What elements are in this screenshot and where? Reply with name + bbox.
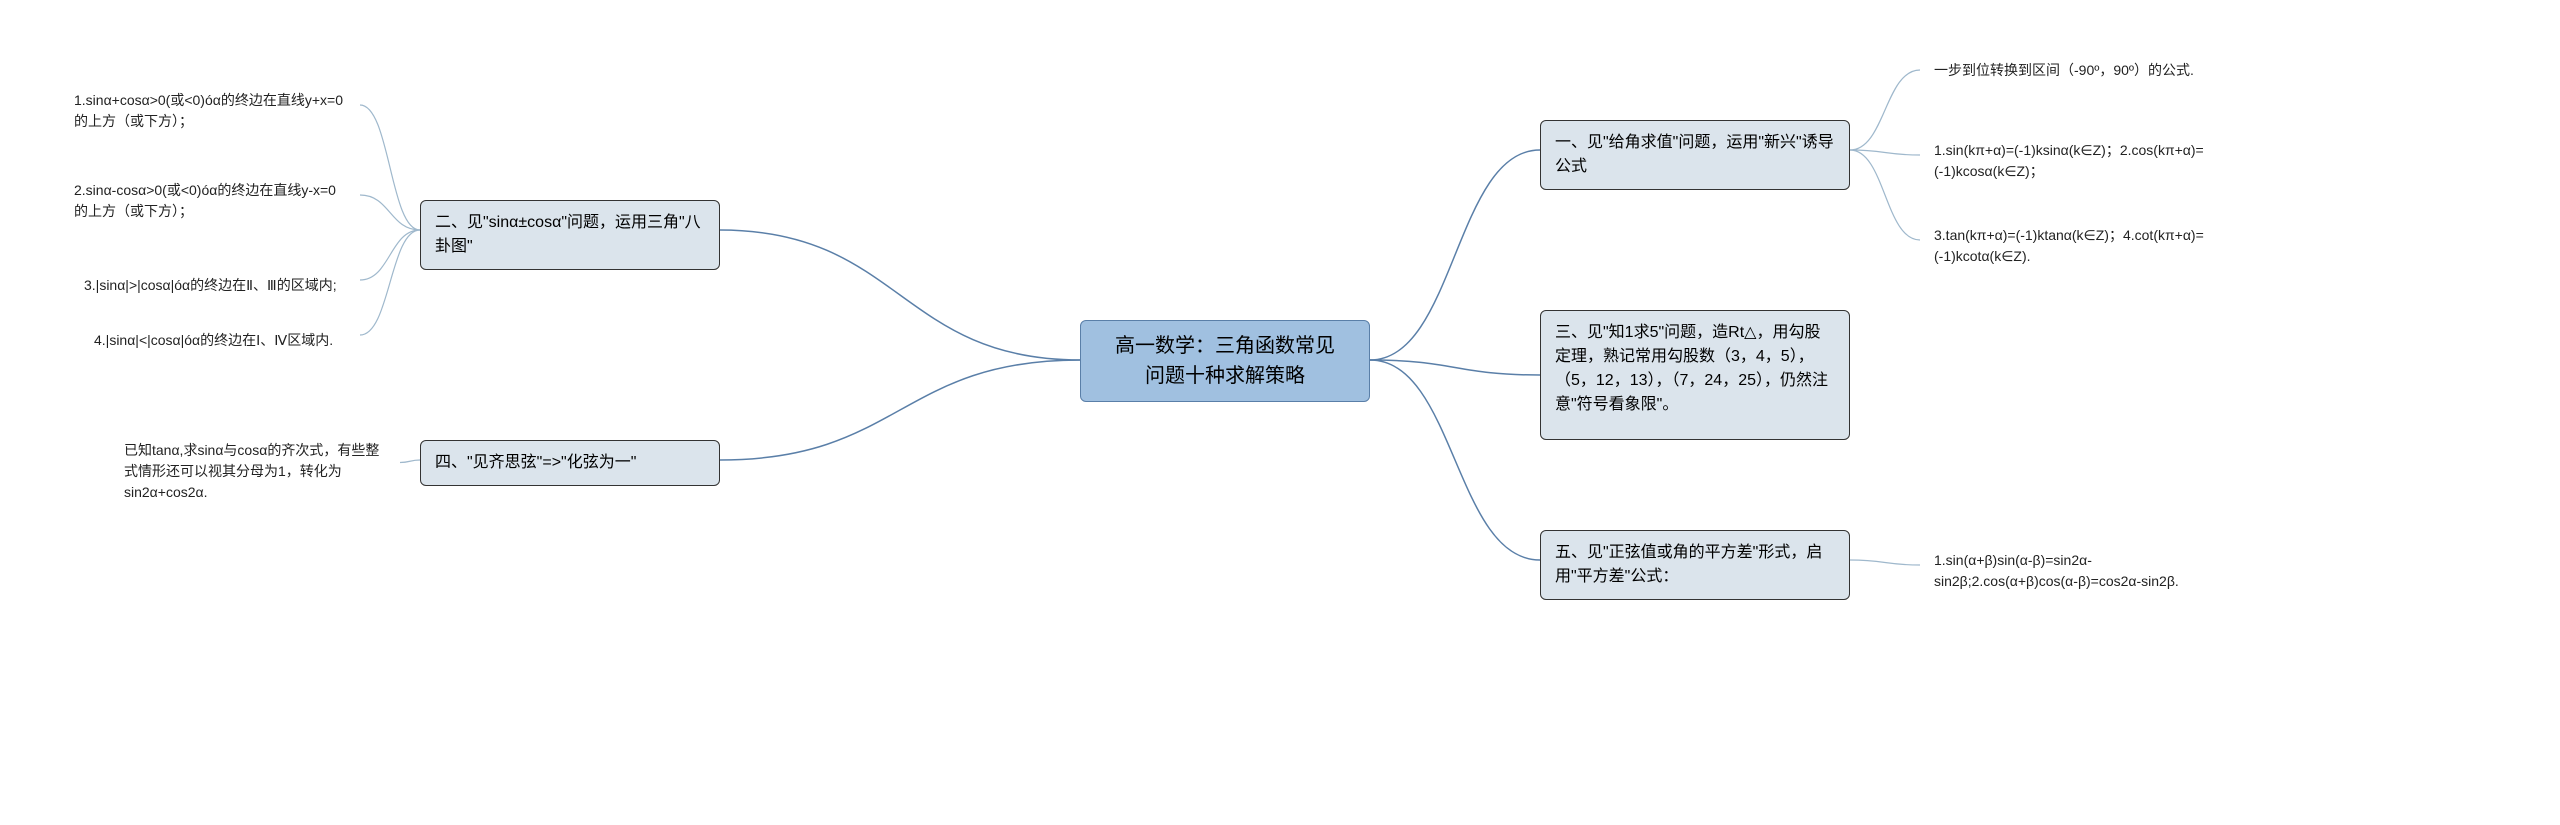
leaf-b5-1: 1.sin(α+β)sin(α-β)=sin2α-sin2β;2.cos(α+β… (1920, 540, 2240, 602)
leaf-b1-3: 3.tan(kπ+α)=(-1)ktanα(k∈Z)；4.cot(kπ+α)=(… (1920, 215, 2240, 277)
root-line1: 高一数学：三角函数常见 (1095, 331, 1355, 361)
root-node[interactable]: 高一数学：三角函数常见 问题十种求解策略 (1080, 320, 1370, 402)
connector-layer (0, 0, 2560, 825)
branch-2[interactable]: 二、见"sinα±cosα"问题，运用三角"八卦图" (420, 200, 720, 270)
leaf-b2-2: 2.sinα-cosα>0(或<0)óα的终边在直线y-x=0的上方（或下方）； (60, 170, 360, 232)
leaf-b4-1: 已知tanα,求sinα与cosα的齐次式，有些整式情形还可以视其分母为1，转化… (110, 430, 400, 513)
leaf-b2-3: 3.|sinα|>|cosα|óα的终边在Ⅱ、Ⅲ的区域内; (70, 265, 360, 306)
leaf-b2-4: 4.|sinα|<|cosα|óα的终边在Ⅰ、Ⅳ区域内. (80, 320, 360, 361)
leaf-b1-1: 一步到位转换到区间（-90º，90º）的公式. (1920, 50, 2240, 91)
branch-1[interactable]: 一、见"给角求值"问题，运用"新兴"诱导公式 (1540, 120, 1850, 190)
leaf-b1-2: 1.sin(kπ+α)=(-1)ksinα(k∈Z)；2.cos(kπ+α)=(… (1920, 130, 2240, 192)
branch-5[interactable]: 五、见"正弦值或角的平方差"形式，启用"平方差"公式： (1540, 530, 1850, 600)
leaf-b2-1: 1.sinα+cosα>0(或<0)óα的终边在直线y+x=0的上方（或下方）； (60, 80, 360, 142)
branch-4[interactable]: 四、"见齐思弦"=>"化弦为一" (420, 440, 720, 486)
branch-3[interactable]: 三、见"知1求5"问题，造Rt△，用勾股定理，熟记常用勾股数（3，4，5），（5… (1540, 310, 1850, 440)
root-line2: 问题十种求解策略 (1095, 361, 1355, 391)
